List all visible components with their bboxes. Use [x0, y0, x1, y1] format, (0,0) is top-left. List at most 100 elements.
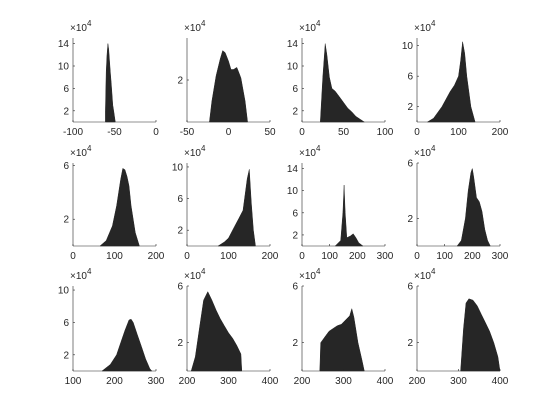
y-tick-label: 6: [177, 282, 183, 293]
histogram-area: [456, 168, 491, 247]
x-tick-label: 400: [262, 376, 279, 387]
exponent-power: 4: [201, 19, 206, 28]
y-exponent-label: ×104: [414, 144, 436, 159]
x-tick-label: 100: [377, 127, 394, 138]
x-tick-label: 300: [148, 376, 165, 387]
y-exponent-label: ×104: [414, 267, 436, 282]
y-tick-label: 2: [407, 214, 413, 225]
x-tick-label: 50: [338, 127, 350, 138]
histogram-panel-6: 0 100 200 2 6 10×104: [172, 144, 279, 262]
x-tick-label: -50: [180, 127, 195, 138]
x-tick-label: 100: [106, 251, 123, 262]
exponent-base: ×10: [184, 148, 201, 159]
exponent-base: ×10: [299, 271, 316, 282]
x-tick-label: 200: [106, 376, 123, 387]
x-tick-label: 0: [414, 127, 420, 138]
y-tick-label: 2: [177, 338, 183, 349]
x-tick-label: -50: [107, 127, 122, 138]
x-tick-label: 300: [335, 376, 352, 387]
x-tick-label: 100: [450, 127, 467, 138]
histogram-area: [320, 43, 366, 123]
exponent-base: ×10: [414, 271, 431, 282]
exponent-power: 4: [87, 267, 92, 276]
y-tick-label: 6: [407, 282, 413, 293]
x-tick-label: 100: [321, 251, 338, 262]
x-tick-label: 50: [264, 127, 276, 138]
histogram-panel-10: 200 300 400 2 6×104: [177, 267, 278, 387]
y-tick-label: 6: [407, 72, 413, 83]
exponent-base: ×10: [414, 148, 431, 159]
x-tick-label: 200: [179, 376, 196, 387]
histogram-area: [209, 50, 248, 123]
y-exponent-label: ×104: [414, 19, 436, 34]
y-tick-label: 10: [172, 162, 184, 173]
exponent-power: 4: [87, 144, 92, 153]
y-exponent-label: ×104: [299, 144, 321, 159]
x-tick-label: 400: [377, 376, 394, 387]
y-tick-label: 6: [407, 159, 413, 170]
histogram-panel-8: 0 100 200 300 2 6×104: [407, 144, 508, 262]
exponent-power: 4: [431, 267, 436, 276]
exponent-base: ×10: [184, 23, 201, 34]
x-tick-label: 200: [464, 251, 481, 262]
exponent-base: ×10: [299, 148, 316, 159]
histogram-panel-5: 0 100 200 2 6×104: [63, 144, 164, 262]
y-exponent-label: ×104: [184, 19, 206, 34]
x-tick-label: 200: [349, 251, 366, 262]
y-tick-label: 2: [292, 338, 298, 349]
x-tick-label: 0: [299, 127, 305, 138]
y-tick-label: 6: [63, 161, 69, 172]
histogram-panel-12: 200 300 400 2 6×104: [407, 267, 508, 387]
exponent-base: ×10: [184, 271, 201, 282]
x-tick-label: 200: [262, 251, 279, 262]
x-tick-label: 100: [436, 251, 453, 262]
x-tick-label: 0: [184, 251, 190, 262]
histogram-panel-2: -50 0 50 2 ×104: [177, 19, 276, 138]
exponent-base: ×10: [70, 148, 87, 159]
y-exponent-label: ×104: [184, 144, 206, 159]
y-exponent-label: ×104: [70, 267, 92, 282]
y-tick-label: 2: [407, 102, 413, 113]
y-tick-label: 2: [292, 106, 298, 117]
x-tick-label: 0: [153, 127, 159, 138]
exponent-base: ×10: [414, 23, 431, 34]
x-tick-label: 300: [220, 376, 237, 387]
y-tick-label: 2: [177, 76, 183, 87]
exponent-base: ×10: [70, 23, 87, 34]
y-exponent-label: ×104: [299, 19, 321, 34]
x-tick-label: 0: [226, 127, 232, 138]
y-exponent-label: ×104: [70, 144, 92, 159]
x-tick-label: 0: [70, 251, 76, 262]
exponent-power: 4: [87, 19, 92, 28]
x-tick-label: 400: [492, 376, 509, 387]
exponent-base: ×10: [299, 23, 316, 34]
x-tick-label: 0: [299, 251, 305, 262]
y-exponent-label: ×104: [70, 19, 92, 34]
y-tick-label: 14: [287, 39, 299, 50]
y-tick-label: 10: [58, 62, 70, 73]
y-exponent-label: ×104: [184, 267, 206, 282]
x-tick-label: 0: [414, 251, 420, 262]
x-tick-label: 100: [65, 376, 82, 387]
x-tick-label: 200: [294, 376, 311, 387]
x-tick-label: 100: [220, 251, 237, 262]
histogram-area: [101, 318, 153, 372]
y-tick-label: 10: [287, 186, 299, 197]
y-tick-label: 6: [292, 208, 298, 219]
y-tick-label: 2: [292, 230, 298, 241]
y-tick-label: 6: [177, 194, 183, 205]
x-tick-label: 300: [377, 251, 394, 262]
x-tick-label: 200: [492, 127, 509, 138]
exponent-power: 4: [316, 19, 321, 28]
exponent-power: 4: [431, 144, 436, 153]
y-tick-label: 10: [287, 62, 299, 73]
y-tick-label: 10: [402, 41, 414, 52]
y-tick-label: 6: [292, 84, 298, 95]
histogram-area: [217, 169, 256, 247]
x-tick-label: 200: [148, 251, 165, 262]
y-tick-label: 2: [63, 106, 69, 117]
x-tick-label: -100: [63, 127, 83, 138]
y-exponent-label: ×104: [299, 267, 321, 282]
exponent-power: 4: [316, 267, 321, 276]
